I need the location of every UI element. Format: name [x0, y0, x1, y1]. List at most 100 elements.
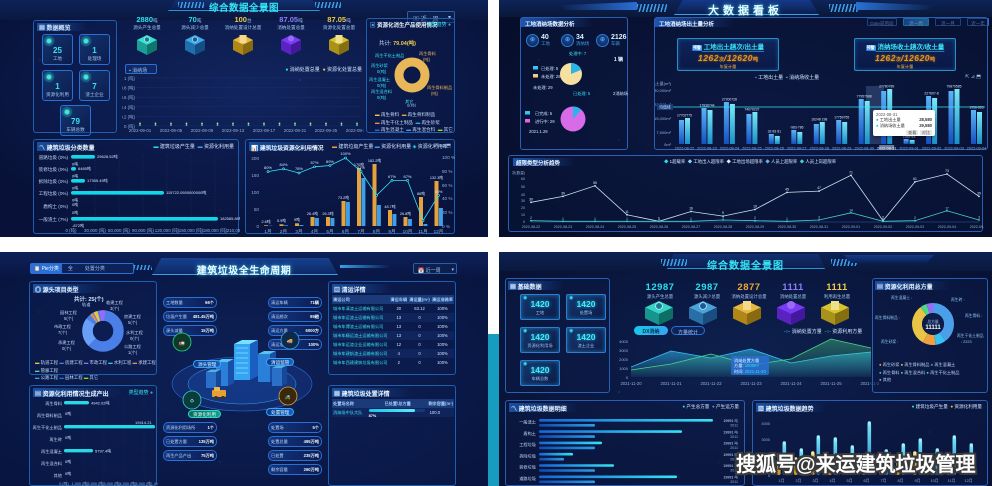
svg-text:19991 吨: 19991 吨	[723, 452, 738, 457]
svg-text:2022-09-09: 2022-09-09	[191, 128, 214, 133]
svg-text:3: 3	[722, 216, 724, 220]
svg-text:0.4 (吨): 0.4 (吨)	[122, 104, 136, 110]
svg-text:1: 1	[658, 217, 660, 221]
svg-text:0(个): 0(个)	[130, 336, 140, 341]
svg-text:210,000 (吨): 210,000 (吨)	[227, 227, 240, 233]
svg-text:100 %: 100 %	[442, 155, 455, 160]
svg-text:2021-11-25: 2021-11-25	[820, 381, 842, 386]
svg-text:10: 10	[521, 213, 525, 217]
svg-text:2022-08-27: 2022-08-27	[682, 225, 700, 229]
svg-text:2: 2	[882, 216, 884, 220]
svg-text:2021-11-22: 2021-11-22	[700, 381, 722, 386]
svg-text:86吨: 86吨	[417, 191, 425, 196]
svg-text:🚚: 🚚	[287, 339, 293, 345]
svg-text:30,000 (吨): 30,000 (吨)	[84, 227, 107, 233]
svg-text:(吨): (吨)	[423, 56, 431, 62]
svg-text:再生骨料 :: 再生骨料 :	[965, 313, 982, 318]
svg-text:8月: 8月	[373, 229, 380, 235]
svg-text:48.7吨: 48.7吨	[384, 204, 395, 209]
svg-text:29628.52吨: 29628.52吨	[97, 153, 118, 159]
svg-text:2011: 2011	[730, 446, 738, 450]
svg-text:17355.49吨: 17355.49吨	[87, 177, 108, 183]
svg-text:7(个): 7(个)	[58, 330, 68, 335]
svg-text:再生干化土制品: 再生干化土制品	[375, 52, 404, 59]
svg-text:0: 0	[626, 375, 629, 380]
svg-text:2022-08-28: 2022-08-28	[714, 225, 732, 229]
svg-text:2011: 2011	[730, 424, 738, 428]
svg-text:0吨: 0吨	[72, 161, 78, 167]
svg-text:150: 150	[251, 173, 259, 178]
svg-text:2022-08-30: 2022-08-30	[854, 147, 873, 151]
svg-text:0吨: 0吨	[65, 434, 71, 440]
svg-text:26.3吨: 26.3吨	[322, 211, 333, 216]
svg-text:2021-11-21: 2021-11-21	[660, 381, 682, 386]
svg-text:2011: 2011	[730, 469, 738, 473]
svg-text:9月: 9月	[388, 229, 395, 235]
svg-text:工程垃圾: 工程垃圾	[519, 441, 537, 448]
svg-text:2022-08-31: 2022-08-31	[877, 147, 896, 151]
svg-text:0吨: 0吨	[72, 173, 78, 179]
svg-text:7月: 7月	[881, 478, 887, 483]
svg-text:园林工程: 园林工程	[60, 309, 78, 316]
svg-text:再生骨料制品: 再生骨料制品	[427, 84, 452, 91]
svg-text:1958-853: 1958-853	[969, 106, 983, 110]
svg-text:77957988: 77957988	[857, 95, 872, 99]
svg-text:0 (吨): 0 (吨)	[66, 227, 78, 233]
svg-text:未处理: 29: 未处理: 29	[533, 84, 553, 91]
svg-text:11111: 11111	[925, 325, 941, 331]
svg-text:轨道: 轨道	[82, 301, 91, 308]
svg-text:2: 2	[914, 216, 916, 220]
svg-text:再生干化土制品: 再生干化土制品	[957, 333, 984, 338]
svg-text:0吨: 0吨	[65, 410, 71, 416]
svg-text:2消纳场: 2消纳场	[613, 90, 628, 97]
svg-text:30: 30	[529, 197, 533, 201]
svg-text:71: 71	[849, 170, 853, 174]
svg-text:4,000 (吨): 4,000 (吨)	[120, 481, 138, 486]
svg-text:132.3吨: 132.3吨	[430, 175, 444, 180]
svg-text:12月: 12月	[964, 478, 972, 483]
svg-text:4000: 4000	[762, 422, 770, 426]
svg-text:0m³: 0m³	[664, 142, 672, 147]
svg-text:2022-08-23: 2022-08-23	[554, 225, 572, 229]
svg-text:0: 0	[256, 224, 259, 229]
svg-text:2022-08-25: 2022-08-25	[742, 147, 761, 151]
svg-text:1(个): 1(个)	[128, 350, 138, 355]
svg-text:装修垃圾: 装修垃圾	[519, 464, 537, 471]
svg-text:6,0: 6,0	[154, 482, 158, 486]
svg-text:拆除垃圾: 拆除垃圾	[519, 452, 537, 459]
svg-text:4942.02吨: 4942.02吨	[91, 400, 109, 406]
svg-text:2022-09-21: 2022-09-21	[284, 128, 307, 133]
svg-text:26.8吨: 26.8吨	[400, 211, 411, 216]
svg-text:0 %: 0 %	[442, 224, 450, 229]
svg-text:拆除垃圾 (0%): 拆除垃圾 (0%)	[39, 178, 69, 185]
svg-text:盾构土 (0%): 盾构土 (0%)	[43, 203, 68, 210]
svg-text:20 %: 20 %	[442, 210, 452, 215]
svg-text:3: 3	[818, 216, 820, 220]
svg-text:再生骨料: 再生骨料	[419, 50, 437, 57]
svg-text:再生砖 :: 再生砖 :	[951, 297, 965, 302]
svg-text:(吨): (吨)	[431, 90, 439, 96]
svg-text:♻: ♻	[190, 399, 195, 405]
svg-text:45%: 45%	[434, 189, 442, 194]
svg-text:一般渣土: 一般渣土	[519, 419, 536, 426]
svg-text:5月: 5月	[847, 478, 853, 483]
svg-text:2.6吨: 2.6吨	[261, 219, 270, 224]
svg-text:1 (吨): 1 (吨)	[124, 75, 136, 81]
svg-text:0 (吨): 0 (吨)	[59, 481, 69, 486]
svg-text:0(吨): 0(吨)	[377, 68, 387, 74]
svg-text:150,000 (吨): 150,000 (吨)	[179, 227, 204, 233]
svg-text:12月: 12月	[434, 229, 444, 235]
svg-text:2022-09-17: 2022-09-17	[253, 128, 276, 133]
svg-text:6465吨: 6465吨	[78, 165, 91, 171]
svg-text:3: 3	[978, 216, 980, 220]
svg-text:-872吨: -872吨	[72, 222, 84, 228]
svg-text:19991 吨: 19991 吨	[723, 418, 738, 423]
svg-text:2022-09-13: 2022-09-13	[222, 128, 245, 133]
svg-text:19991 吨: 19991 吨	[723, 475, 738, 480]
svg-text:80%: 80%	[264, 165, 272, 170]
svg-text:0(个): 0(个)	[62, 346, 72, 351]
svg-text:一般渣土 (7%): 一般渣土 (7%)	[39, 216, 69, 223]
svg-text:19991 吨: 19991 吨	[723, 463, 738, 468]
svg-text:2022-09-03: 2022-09-03	[906, 225, 924, 229]
svg-text:17: 17	[945, 206, 949, 210]
